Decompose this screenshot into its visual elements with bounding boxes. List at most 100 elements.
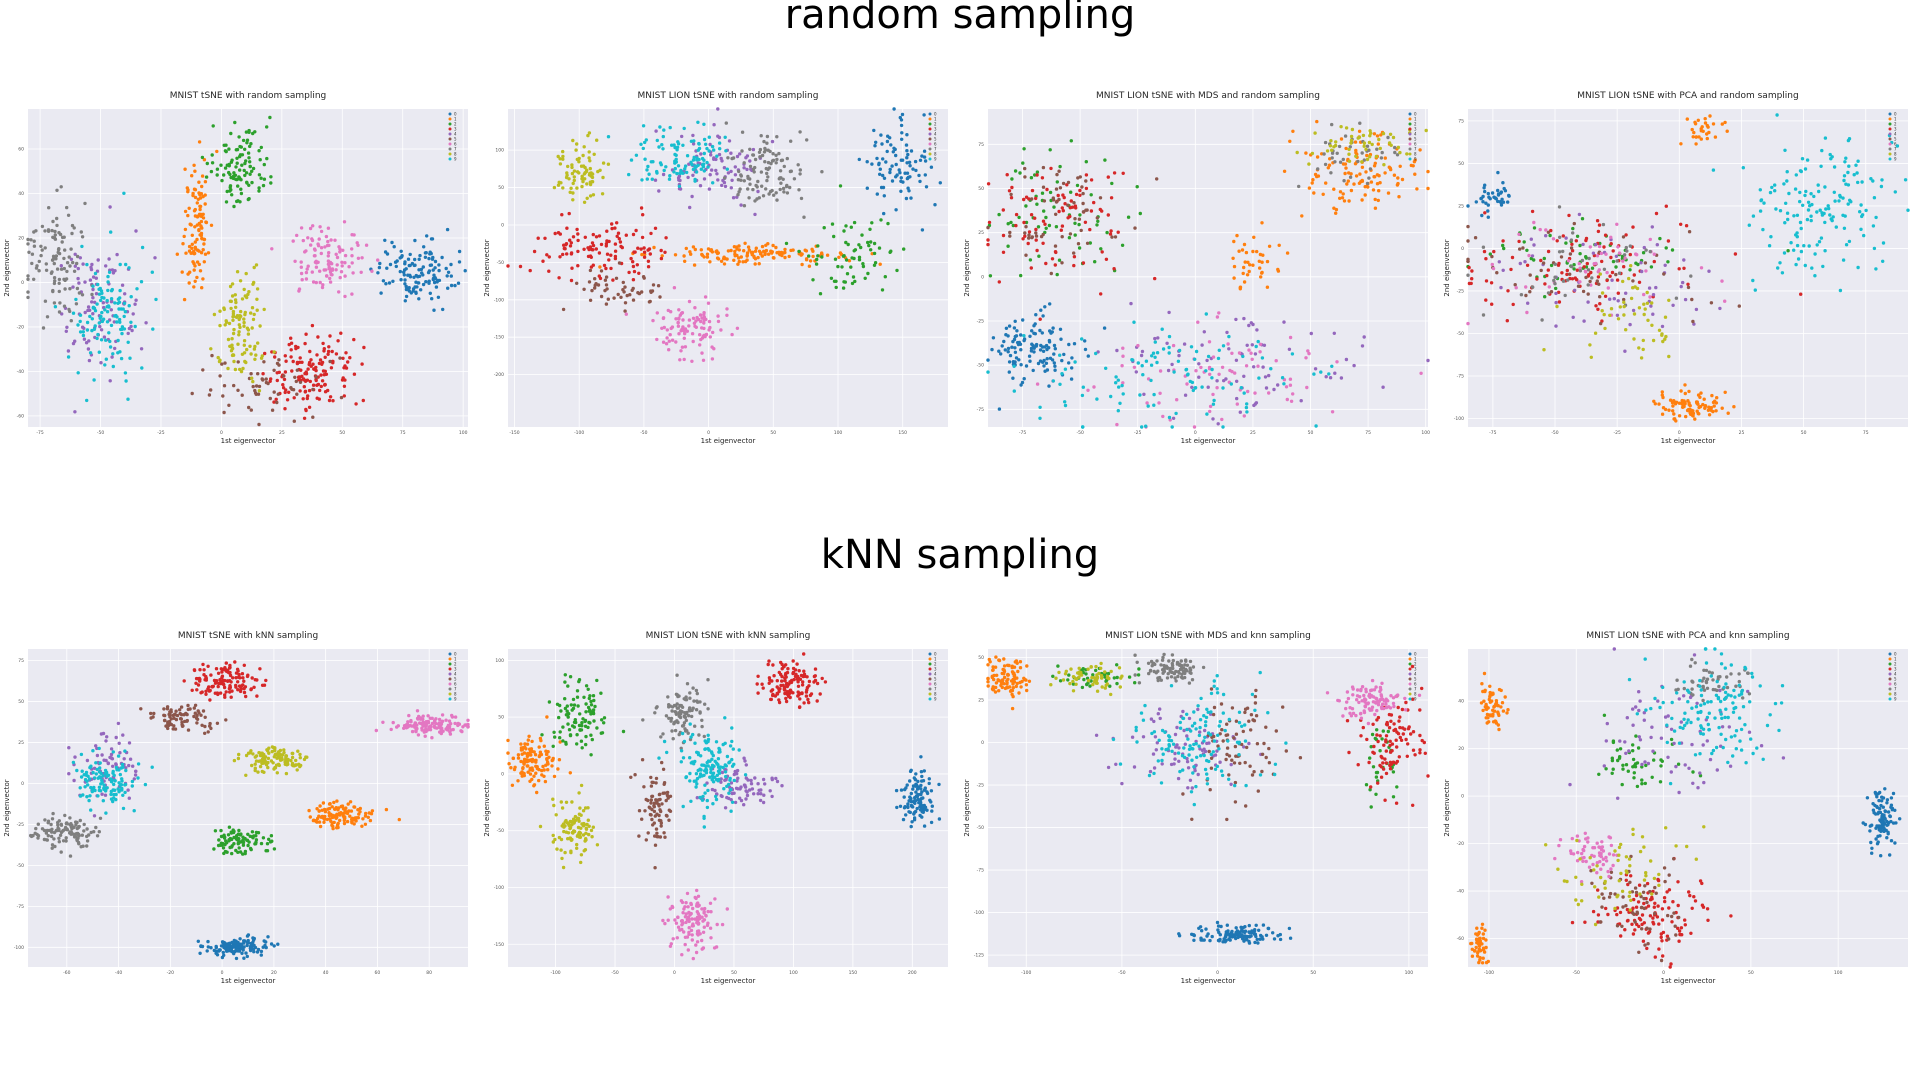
data-point <box>440 255 444 260</box>
data-point <box>1081 191 1085 196</box>
data-point <box>679 311 684 316</box>
data-point <box>705 160 709 165</box>
data-point <box>265 842 270 846</box>
data-point <box>722 262 727 266</box>
data-point <box>1555 239 1559 243</box>
data-point <box>236 184 240 188</box>
data-point <box>678 187 683 191</box>
data-point <box>690 359 694 363</box>
data-point <box>111 352 115 356</box>
data-point <box>369 812 374 816</box>
data-point <box>732 258 736 262</box>
data-point <box>1649 304 1653 308</box>
data-point <box>255 678 259 682</box>
data-point <box>1506 289 1510 293</box>
data-point <box>432 308 436 312</box>
data-point <box>881 157 885 161</box>
data-point <box>240 163 244 167</box>
data-point <box>1245 410 1249 414</box>
data-point <box>304 370 308 374</box>
legend-marker <box>1888 157 1892 161</box>
data-point <box>674 157 678 161</box>
data-point <box>238 325 242 330</box>
data-point <box>126 397 130 401</box>
data-point <box>1497 260 1501 264</box>
data-point <box>252 943 256 948</box>
data-point <box>1759 198 1763 203</box>
data-point <box>124 262 128 267</box>
data-point <box>1595 219 1600 223</box>
data-point <box>233 298 238 302</box>
data-point <box>304 407 308 412</box>
data-point <box>57 281 61 285</box>
data-point <box>43 299 48 303</box>
data-point <box>1388 132 1393 136</box>
data-point <box>129 295 133 299</box>
data-point <box>431 268 435 272</box>
data-point <box>381 279 386 283</box>
scatter-chart: -60 -40 -20 0 20 40 60 80-100-75-50-25025507501… <box>3 631 470 985</box>
data-point <box>292 396 296 400</box>
data-point <box>1258 342 1263 346</box>
data-point <box>747 196 751 200</box>
data-point <box>651 160 655 164</box>
data-point <box>1785 170 1789 174</box>
data-point <box>895 173 899 177</box>
data-point <box>1696 118 1700 122</box>
legend-marker <box>928 127 932 131</box>
data-point <box>1513 283 1517 287</box>
data-point <box>1288 383 1293 387</box>
data-point <box>424 280 428 284</box>
data-point <box>1694 135 1698 139</box>
legend-label: 7 <box>934 147 937 152</box>
data-point <box>403 260 407 264</box>
data-point <box>1581 289 1586 294</box>
data-point <box>234 676 238 680</box>
y-tick-label: 0 <box>501 222 504 228</box>
data-point <box>338 250 342 254</box>
y-tick-label: -75 <box>1457 373 1464 379</box>
data-point <box>1235 233 1239 238</box>
data-point <box>1062 352 1066 357</box>
data-point <box>589 255 593 259</box>
data-point <box>920 154 924 158</box>
x-tick-label: -50 <box>640 430 647 436</box>
data-point <box>590 288 594 293</box>
data-point <box>136 762 141 766</box>
data-point <box>233 173 238 177</box>
data-point <box>1604 252 1608 256</box>
data-point <box>1095 223 1099 227</box>
legend-marker <box>448 142 452 146</box>
data-point <box>203 715 207 719</box>
data-point <box>1096 350 1100 354</box>
legend-label: 2 <box>934 122 937 127</box>
data-point <box>1072 342 1077 346</box>
data-point <box>234 956 239 961</box>
data-point <box>112 782 116 787</box>
data-point <box>918 158 923 162</box>
data-point <box>433 276 437 280</box>
data-point <box>1086 388 1090 392</box>
data-point <box>1360 160 1364 164</box>
data-point <box>1397 195 1401 199</box>
data-point <box>417 714 421 719</box>
data-point <box>237 175 241 179</box>
data-point <box>77 281 81 285</box>
data-point <box>691 167 696 172</box>
data-point <box>1152 403 1156 407</box>
data-point <box>320 360 325 365</box>
data-point <box>1215 315 1220 319</box>
data-point <box>1553 275 1557 279</box>
data-point <box>760 184 764 188</box>
data-point <box>192 706 196 710</box>
data-point <box>1041 219 1046 223</box>
data-point <box>861 264 866 269</box>
data-point <box>227 941 232 945</box>
data-point <box>199 219 204 224</box>
data-point <box>1161 347 1166 351</box>
data-point <box>40 248 44 252</box>
data-point <box>1347 199 1351 203</box>
data-point <box>95 269 100 273</box>
data-point <box>702 122 706 126</box>
data-point <box>1482 249 1487 254</box>
